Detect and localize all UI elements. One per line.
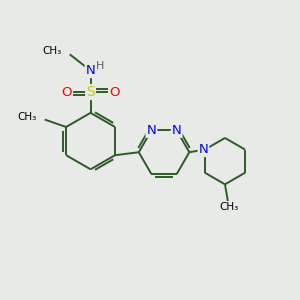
Text: S: S <box>86 85 95 99</box>
Text: N: N <box>172 124 182 137</box>
Text: H: H <box>96 61 104 71</box>
Text: N: N <box>86 64 95 77</box>
Text: O: O <box>61 85 72 98</box>
Text: CH₃: CH₃ <box>220 202 239 212</box>
Text: CH₃: CH₃ <box>17 112 36 122</box>
Text: CH₃: CH₃ <box>42 46 62 56</box>
Text: N: N <box>199 143 208 156</box>
Text: O: O <box>109 85 120 98</box>
Text: N: N <box>146 124 156 137</box>
